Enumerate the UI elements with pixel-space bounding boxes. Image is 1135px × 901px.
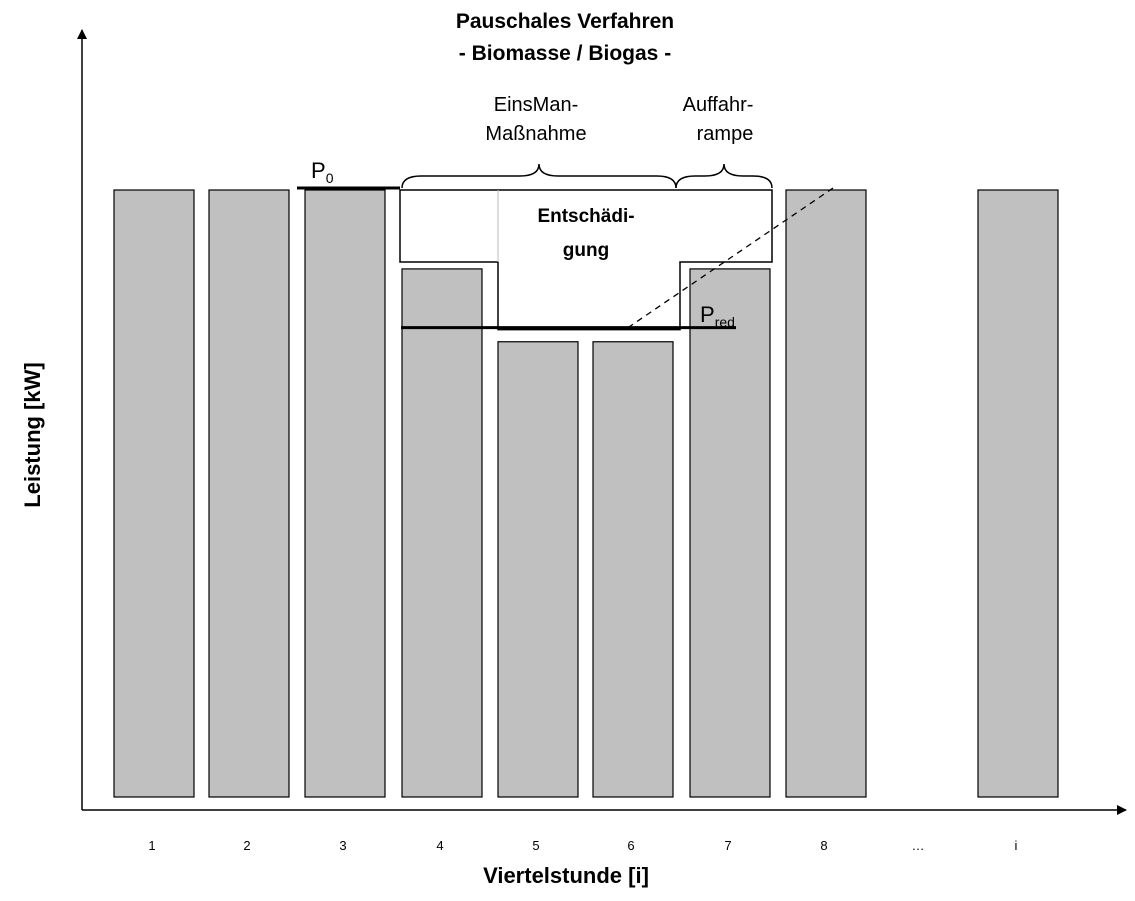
- bars-group: [113, 189, 1059, 798]
- brace-einsman: [401, 163, 677, 189]
- x-tick-label: 5: [532, 838, 539, 853]
- x-tick-label: 3: [339, 838, 346, 853]
- chart-title-line2: - Biomasse / Biogas -: [459, 42, 671, 65]
- bar-7: [689, 268, 771, 798]
- brace-auffahr: [675, 163, 773, 189]
- bar-i: [977, 189, 1059, 798]
- ramp-dashed-line: [627, 185, 837, 329]
- chart-title-line1: Pauschales Verfahren: [456, 10, 674, 33]
- pred-label-main: P: [700, 302, 715, 327]
- x-tick-label: 7: [724, 838, 731, 853]
- p0-label-sub: 0: [326, 170, 334, 186]
- bar-5: [497, 341, 579, 798]
- compensation-label-line2: gung: [563, 240, 609, 261]
- bar-1: [113, 189, 195, 798]
- x-tick-label: 8: [820, 838, 827, 853]
- pred-label: Pred: [700, 302, 735, 330]
- bar-2: [208, 189, 290, 798]
- x-tick-label: …: [912, 838, 925, 853]
- x-tick-label: 1: [148, 838, 155, 853]
- y-axis-label: Leistung [kW]: [20, 362, 45, 507]
- compensation-area: [399, 189, 773, 331]
- bar-3: [304, 189, 386, 798]
- bar-6: [592, 341, 674, 798]
- x-tick-labels: 1 2 3 4 5 6 7 8 … i: [148, 838, 1017, 853]
- bar-4: [401, 268, 483, 798]
- x-tick-label: i: [1015, 838, 1018, 853]
- x-tick-label: 6: [627, 838, 634, 853]
- x-tick-label: 2: [243, 838, 250, 853]
- x-tick-label: 4: [436, 838, 443, 853]
- p0-label: P0: [311, 158, 334, 186]
- pred-label-sub: red: [715, 314, 735, 330]
- x-axis-label: Viertelstunde [i]: [483, 863, 649, 888]
- auffahr-label-line1: Auffahr-: [683, 94, 754, 116]
- compensation-label-line1: Entschädi-: [537, 206, 634, 227]
- p0-label-main: P: [311, 158, 326, 183]
- einsman-label-line2: Maßnahme: [485, 123, 586, 145]
- bar-8: [785, 189, 867, 798]
- auffahr-label-line2: rampe: [697, 123, 754, 145]
- einsman-label-line1: EinsMan-: [494, 94, 578, 116]
